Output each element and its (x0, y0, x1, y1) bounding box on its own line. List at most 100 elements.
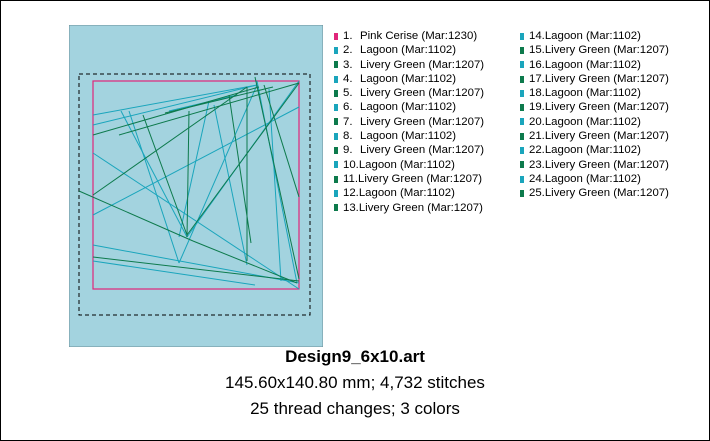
thread-color-swatch (520, 46, 524, 54)
thread-legend-item: 24. Lagoon (Mar:1102) (520, 172, 669, 186)
thread-number: 23. (529, 158, 545, 171)
thread-number: 24. (529, 172, 545, 185)
thread-name: Lagoon (Mar:1102) (544, 87, 641, 100)
hoop-background (69, 25, 323, 347)
thread-name: Livery Green (Mar:1207) (544, 187, 669, 200)
thread-number: 20. (529, 115, 545, 128)
thread-number: 17. (529, 72, 545, 85)
thread-name: Lagoon (Mar:1102) (544, 115, 641, 128)
thread-legend-item: 3. Livery Green (Mar:1207) (334, 58, 484, 72)
thread-name: Livery Green (Mar:1207) (360, 58, 485, 71)
thread-legend-item: 6. Lagoon (Mar:1102) (334, 100, 484, 114)
stitch-preview-canvas (69, 25, 323, 347)
thread-color-swatch (520, 32, 524, 40)
thread-color-swatch (334, 89, 338, 97)
livery-green-stitches (78, 76, 300, 284)
thread-name: Livery Green (Mar:1207) (544, 130, 669, 143)
thread-number: 3. (343, 58, 353, 71)
thread-color-swatch (334, 147, 338, 155)
thread-number: 2. (343, 44, 353, 57)
thread-name: Lagoon (Mar:1102) (358, 158, 455, 171)
design-thread-changes-colors: 25 thread changes; 3 colors (250, 399, 460, 418)
thread-legend-item: 12. Lagoon (Mar:1102) (334, 186, 484, 200)
thread-name: Lagoon (Mar:1102) (544, 144, 641, 157)
thread-name: Livery Green (Mar:1207) (358, 201, 483, 214)
thread-color-swatch (520, 61, 524, 69)
thread-legend-item: 2. Lagoon (Mar:1102) (334, 43, 484, 57)
thread-number: 25. (529, 187, 545, 200)
thread-legend-item: 9. Livery Green (Mar:1207) (334, 143, 484, 157)
thread-number: 18. (529, 87, 545, 100)
thread-color-swatch (334, 189, 338, 197)
thread-name: Livery Green (Mar:1207) (360, 87, 485, 100)
thread-color-swatch (334, 175, 338, 183)
thread-legend-item: 7. Livery Green (Mar:1207) (334, 115, 484, 129)
thread-legend-item: 13. Livery Green (Mar:1207) (334, 201, 484, 215)
thread-name: Lagoon (Mar:1102) (360, 130, 457, 143)
thread-number: 4. (343, 72, 353, 85)
design-filename: Design9_6x10.art (285, 347, 425, 366)
thread-number: 8. (343, 130, 353, 143)
design-dimensions-stitches: 145.60x140.80 mm; 4,732 stitches (225, 373, 485, 392)
thread-legend-item: 16. Lagoon (Mar:1102) (520, 58, 669, 72)
thread-name: Livery Green (Mar:1207) (544, 72, 669, 85)
thread-color-swatch (334, 61, 338, 69)
thread-color-swatch (520, 161, 524, 169)
thread-color-swatch (334, 204, 338, 212)
thread-legend-item: 22. Lagoon (Mar:1102) (520, 143, 669, 157)
thread-color-swatch (520, 75, 524, 83)
thread-color-swatch (334, 118, 338, 126)
thread-color-swatch (334, 132, 338, 140)
design-bounding-box (78, 73, 311, 316)
thread-name: Lagoon (Mar:1102) (358, 187, 455, 200)
thread-color-swatch (334, 104, 338, 112)
thread-legend-item: 5. Livery Green (Mar:1207) (334, 86, 484, 100)
thread-number: 6. (343, 101, 353, 114)
thread-legend-item: 23. Livery Green (Mar:1207) (520, 158, 669, 172)
thread-name: Livery Green (Mar:1207) (360, 115, 485, 128)
thread-color-swatch (334, 75, 338, 83)
thread-legend-item: 17. Livery Green (Mar:1207) (520, 72, 669, 86)
thread-name: Lagoon (Mar:1102) (544, 30, 641, 42)
thread-number: 14. (529, 30, 545, 42)
thread-number: 16. (529, 58, 545, 71)
thread-color-swatch (334, 161, 338, 169)
thread-number: 7. (343, 115, 353, 128)
embroidery-hoop-preview (69, 25, 323, 347)
thread-color-swatch (520, 175, 524, 183)
thread-name: Livery Green (Mar:1207) (360, 144, 485, 157)
thread-legend-item: 8. Lagoon (Mar:1102) (334, 129, 484, 143)
thread-name: Lagoon (Mar:1102) (544, 172, 641, 185)
thread-legend-item: 15. Livery Green (Mar:1207) (520, 43, 669, 57)
thread-color-swatch (520, 189, 524, 197)
thread-color-swatch (520, 89, 524, 97)
thread-legend-item: 21. Livery Green (Mar:1207) (520, 129, 669, 143)
pink-cerise-outline (92, 80, 300, 290)
thread-name: Livery Green (Mar:1207) (544, 44, 669, 57)
thread-name: Livery Green (Mar:1207) (358, 172, 483, 185)
thread-color-swatch (520, 132, 524, 140)
thread-legend-item: 11. Livery Green (Mar:1207) (334, 172, 484, 186)
thread-legend-item: 19. Livery Green (Mar:1207) (520, 100, 669, 114)
thread-name: Pink Cerise (Mar:1230) (360, 30, 478, 42)
thread-legend-item: 18. Lagoon (Mar:1102) (520, 86, 669, 100)
thread-number: 12. (343, 187, 359, 200)
thread-legend-item: 1. Pink Cerise (Mar:1230) (334, 29, 484, 43)
thread-number: 9. (343, 144, 353, 157)
thread-legend-item: 20. Lagoon (Mar:1102) (520, 115, 669, 129)
thread-name: Lagoon (Mar:1102) (360, 44, 457, 57)
thread-number: 5. (343, 87, 353, 100)
thread-number: 19. (529, 101, 545, 114)
thread-number: 15. (529, 44, 545, 57)
thread-color-swatch (334, 32, 338, 40)
thread-number: 10. (343, 158, 359, 171)
thread-color-swatch (520, 118, 524, 126)
thread-legend-item: 14. Lagoon (Mar:1102) (520, 29, 669, 43)
thread-name: Livery Green (Mar:1207) (544, 101, 669, 114)
thread-legend-item: 25. Livery Green (Mar:1207) (520, 186, 669, 200)
thread-legend-column-2: 14. Lagoon (Mar:1102) 15. Livery Green (Mar… (520, 29, 669, 201)
thread-color-swatch (520, 104, 524, 112)
thread-legend-item: 10. Lagoon (Mar:1102) (334, 158, 484, 172)
thread-legend-column-1: 1. Pink Cerise (Mar:1230) 2. Lagoon (Mar:11… (334, 29, 484, 215)
